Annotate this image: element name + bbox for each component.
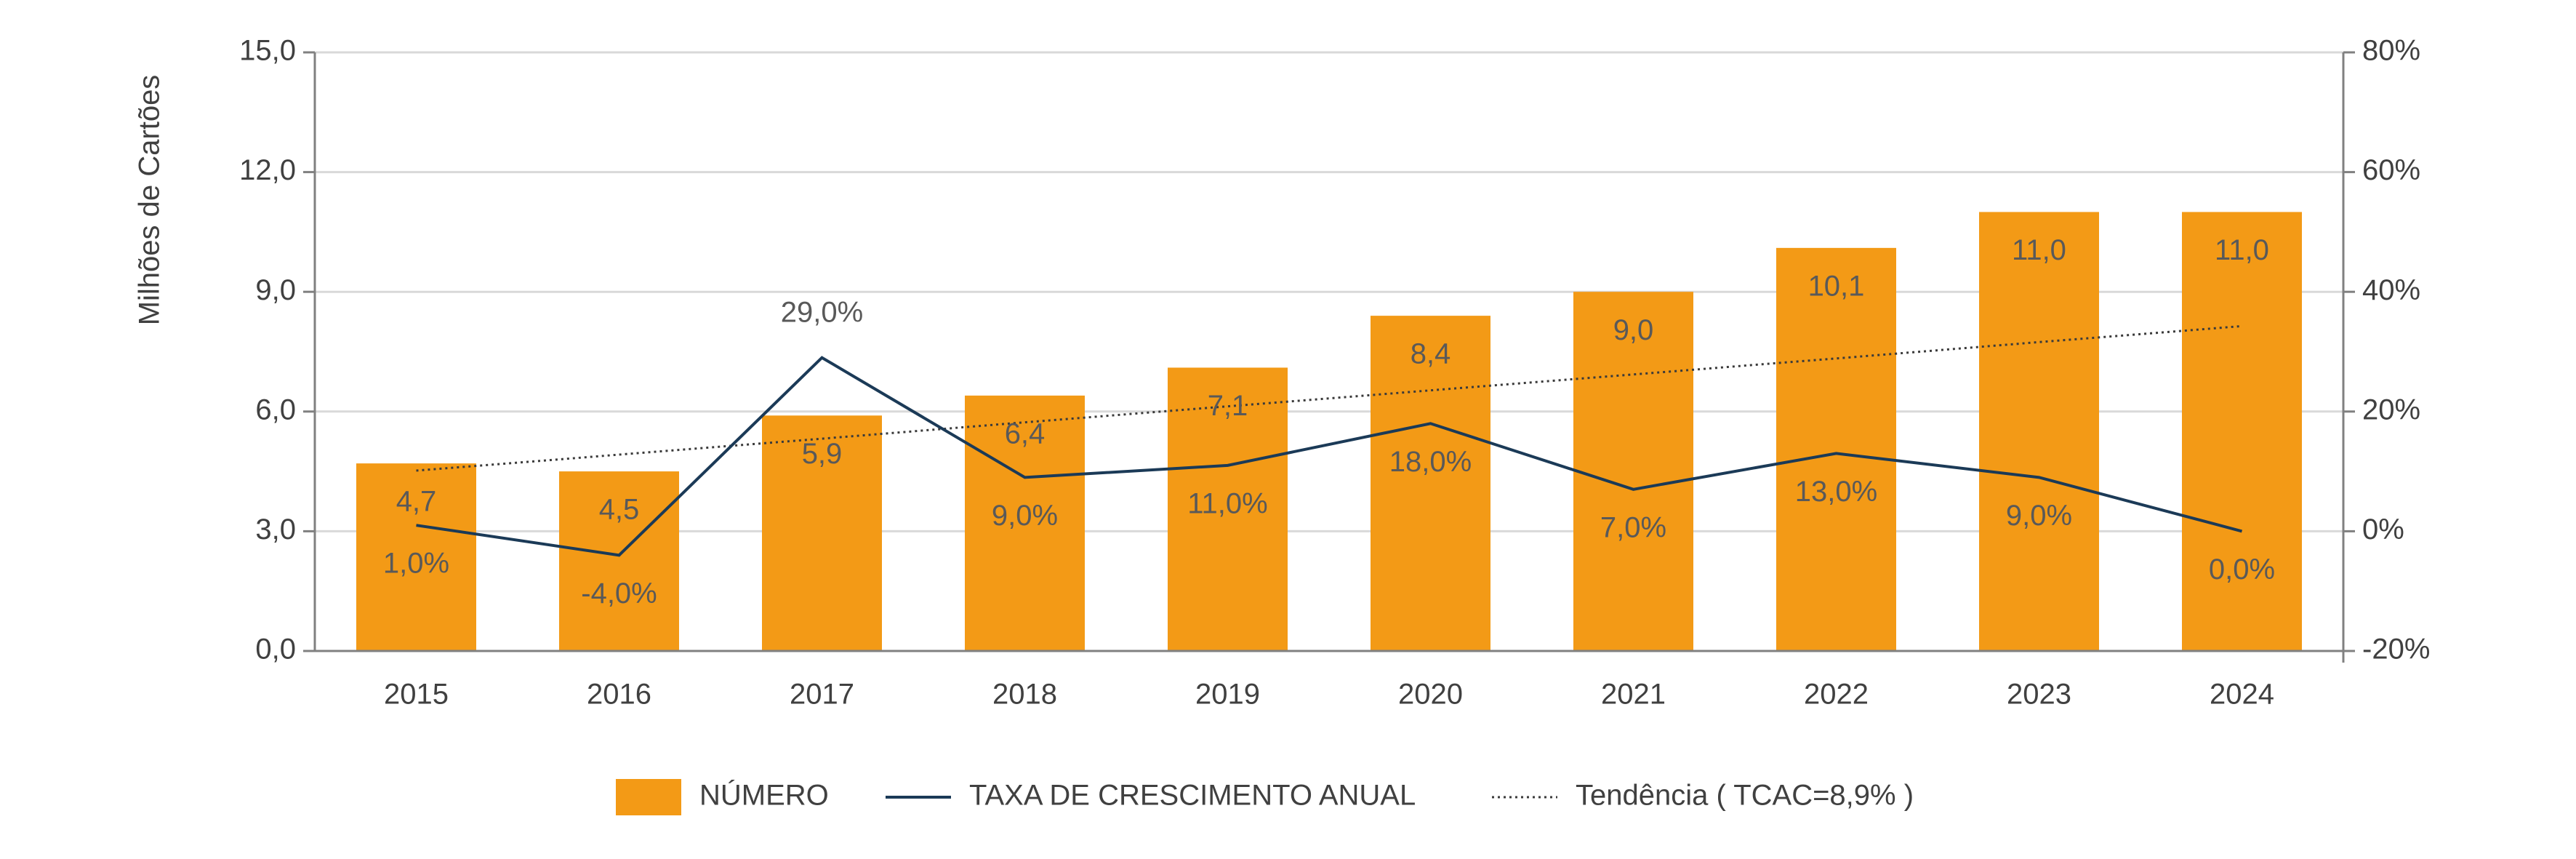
x-tick-label: 2017: [790, 679, 854, 711]
bar-2020: [1371, 316, 1490, 651]
x-tick-label: 2018: [992, 679, 1057, 711]
bar-value-label: 10,1: [1808, 270, 1865, 302]
y-axis-title: Milhões de Cartões: [134, 75, 166, 326]
y-tick-label: 15,0: [239, 35, 296, 67]
bar-value-label: 11,0: [2215, 234, 2269, 266]
growth-value-label: 1,0%: [383, 548, 449, 580]
growth-value-label: 13,0%: [1795, 476, 1877, 508]
y-tick-label: 9,0: [255, 274, 296, 306]
y2-tick-label: 60%: [2362, 154, 2420, 186]
bar-value-label: 7,1: [1208, 390, 1248, 422]
bar-value-label: 4,7: [396, 486, 437, 518]
x-tick-label: 2023: [2007, 679, 2071, 711]
growth-value-label: 9,0%: [2006, 500, 2072, 532]
bar-2018: [965, 395, 1085, 651]
growth-value-label: -4,0%: [581, 578, 657, 610]
y-tick-label: 3,0: [255, 514, 296, 546]
bar-2021: [1573, 292, 1693, 651]
legend-label-line: TAXA DE CRESCIMENTO ANUAL: [969, 780, 1416, 812]
x-tick-label: 2019: [1195, 679, 1260, 711]
trend-line-group: [416, 324, 2242, 472]
growth-value-label: 7,0%: [1600, 511, 1666, 543]
x-tick-label: 2024: [2210, 679, 2274, 711]
bar-2024: [2182, 212, 2302, 651]
bar-value-label: 9,0: [1613, 314, 1654, 346]
trend-line: [416, 324, 2242, 472]
y-tick-label: 6,0: [255, 393, 296, 425]
x-tick-label: 2015: [384, 679, 449, 711]
data-labels: 4,7 4,5 5,9 6,4 7,1 8,4 9,0 10,1 11,0 11,0 1,0% -4,…: [383, 234, 2275, 610]
legend-label-trend: Tendência ( TCAC=8,9% ): [1576, 780, 1914, 812]
y-tick-label: 0,0: [255, 634, 296, 666]
x-tick-label: 2022: [1804, 679, 1869, 711]
growth-value-label: 0,0%: [2209, 554, 2275, 586]
growth-line-group: [416, 356, 2243, 557]
bar-2015: [356, 463, 476, 651]
y2-tick-label: -20%: [2362, 634, 2430, 666]
y-tick-label: 12,0: [239, 154, 296, 186]
legend: NÚMERO TAXA DE CRESCIMENTO ANUAL Tendência…: [616, 779, 1914, 815]
bar-2017: [762, 415, 882, 651]
x-tick-label: 2020: [1398, 679, 1463, 711]
y2-tick-label: 80%: [2362, 35, 2420, 67]
y2-tick-label: 20%: [2362, 393, 2420, 425]
growth-value-label: 18,0%: [1389, 446, 1472, 478]
bar-value-label: 11,0: [2012, 234, 2066, 266]
bar-2022: [1776, 247, 1896, 651]
x-tick-label: 2016: [587, 679, 651, 711]
bar-2019: [1168, 367, 1288, 651]
growth-value-label: 11,0%: [1187, 487, 1267, 519]
bar-2016: [559, 471, 679, 651]
bars: [356, 212, 2302, 651]
axes: 0,0 3,0 6,0 9,0 12,0 15,0 -20% 0% 20% 40% 60% 80% 20…: [239, 35, 2430, 711]
growth-line: [416, 356, 2243, 557]
bar-value-label: 8,4: [1411, 338, 1451, 370]
bar-value-label: 4,5: [599, 494, 640, 526]
bar-value-label: 6,4: [1005, 417, 1046, 450]
bar-value-label: 5,9: [802, 438, 843, 470]
x-tick-label: 2021: [1601, 679, 1666, 711]
growth-value-label: 9,0%: [992, 500, 1058, 532]
y2-tick-label: 40%: [2362, 274, 2420, 306]
legend-swatch-bar: [616, 779, 681, 815]
bar-2023: [1979, 212, 2099, 651]
y2-tick-label: 0%: [2362, 514, 2404, 546]
legend-label-bar: NÚMERO: [699, 779, 829, 812]
growth-value-label: 29,0%: [781, 296, 863, 328]
